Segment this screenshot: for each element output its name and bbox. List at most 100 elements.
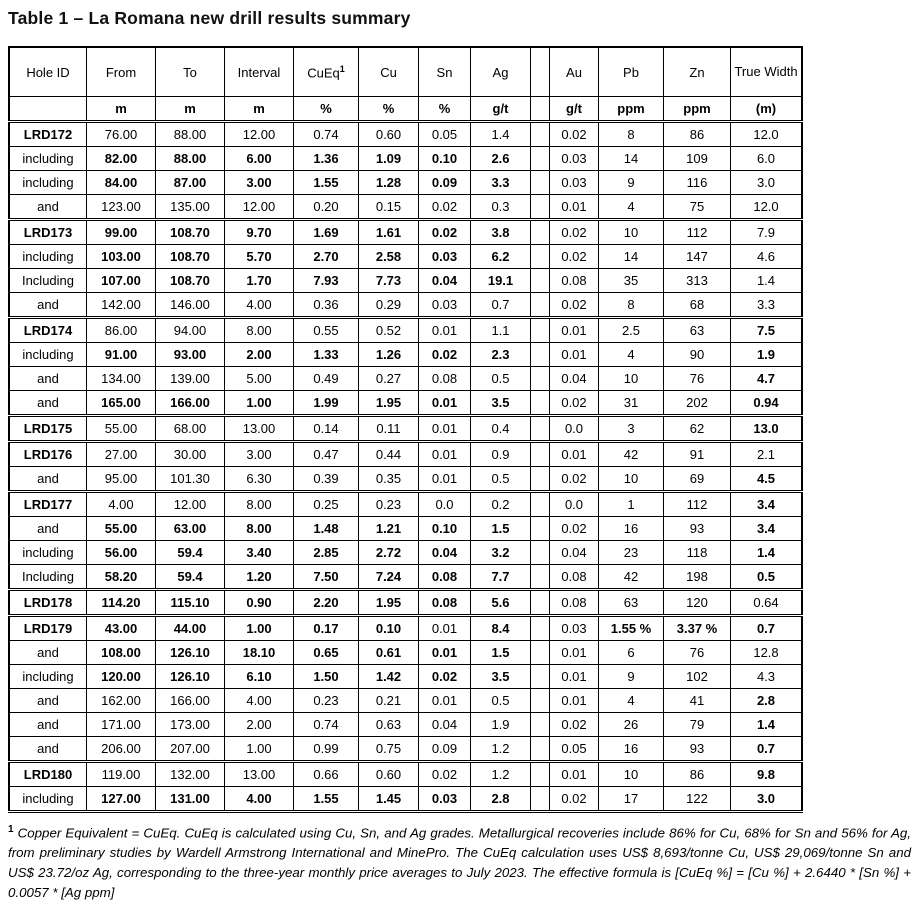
data-cell: 0.09 — [418, 736, 471, 762]
row-label-cell: Including — [8, 564, 87, 590]
row-label-cell: and — [8, 292, 87, 318]
data-cell: 0.9 — [470, 440, 531, 467]
data-cell: 0.27 — [358, 366, 419, 391]
data-cell: 0.02 — [549, 786, 599, 813]
data-cell: 93.00 — [155, 342, 225, 367]
data-cell: 8.00 — [224, 516, 294, 541]
data-cell: 115.10 — [155, 588, 225, 616]
data-cell: 0.03 — [549, 146, 599, 171]
data-cell: 86 — [663, 760, 731, 787]
data-cell: 120.00 — [86, 664, 156, 689]
data-cell: 198 — [663, 564, 731, 590]
data-cell: 0.44 — [358, 440, 419, 467]
footnote: 1 Copper Equivalent = CuEq. CuEq is calc… — [8, 822, 911, 903]
hole-id-cell: LRD180 — [8, 760, 87, 787]
row-label-cell: and — [8, 516, 87, 541]
data-cell: 3 — [598, 414, 664, 442]
gap-cell — [530, 736, 550, 762]
data-cell: 0.02 — [549, 218, 599, 245]
gap-cell — [530, 366, 550, 391]
data-cell: 9.8 — [730, 760, 803, 787]
data-cell: 165.00 — [86, 390, 156, 416]
data-cell: 84.00 — [86, 170, 156, 195]
data-cell: 126.10 — [155, 664, 225, 689]
data-cell: 146.00 — [155, 292, 225, 318]
data-cell: 0.01 — [549, 760, 599, 787]
data-cell: 5.70 — [224, 244, 294, 269]
data-cell: 18.10 — [224, 640, 294, 665]
data-cell: 76 — [663, 366, 731, 391]
gap-cell — [530, 268, 550, 293]
data-cell: 1.95 — [358, 588, 419, 616]
data-cell: 2.85 — [293, 540, 359, 565]
data-cell: 0.03 — [418, 292, 471, 318]
data-cell: 3.00 — [224, 170, 294, 195]
data-cell: 3.4 — [730, 516, 803, 541]
column-header-hole-id: Hole ID — [8, 46, 87, 97]
data-cell: 3.00 — [224, 440, 294, 467]
gap-cell — [530, 712, 550, 737]
data-cell: 10 — [598, 218, 664, 245]
data-cell: 0.0 — [549, 414, 599, 442]
row-label-cell: and — [8, 366, 87, 391]
data-cell: 0.64 — [730, 588, 803, 616]
data-cell: 42 — [598, 564, 664, 590]
data-cell: 59.4 — [155, 564, 225, 590]
data-cell: 127.00 — [86, 786, 156, 813]
row-label-cell: including — [8, 244, 87, 269]
data-cell: 8 — [598, 292, 664, 318]
data-cell: 27.00 — [86, 440, 156, 467]
data-cell: 0.02 — [418, 760, 471, 787]
data-cell: 0.02 — [549, 466, 599, 492]
unit-cell: ppm — [598, 96, 664, 123]
row-label-cell: and — [8, 194, 87, 220]
data-cell: 88.00 — [155, 146, 225, 171]
data-cell: 0.04 — [418, 268, 471, 293]
data-cell: 6.10 — [224, 664, 294, 689]
data-cell: 7.50 — [293, 564, 359, 590]
data-cell: 2.58 — [358, 244, 419, 269]
data-cell: 2.72 — [358, 540, 419, 565]
footnote-superscript: 1 — [8, 824, 14, 835]
column-header-to: To — [155, 46, 225, 97]
gap-cell — [530, 564, 550, 590]
data-cell: 147 — [663, 244, 731, 269]
data-cell: 3.0 — [730, 170, 803, 195]
data-cell: 1.21 — [358, 516, 419, 541]
data-cell: 0.36 — [293, 292, 359, 318]
data-cell: 1.55 — [293, 170, 359, 195]
data-cell: 0.52 — [358, 316, 419, 343]
data-cell: 3.2 — [470, 540, 531, 565]
data-cell: 1.55 % — [598, 614, 664, 641]
data-cell: 0.03 — [418, 244, 471, 269]
data-cell: 3.37 % — [663, 614, 731, 641]
data-cell: 1.4 — [470, 120, 531, 147]
data-cell: 3.40 — [224, 540, 294, 565]
data-cell: 93 — [663, 736, 731, 762]
data-cell: 12.0 — [730, 194, 803, 220]
data-cell: 3.5 — [470, 390, 531, 416]
gap-cell — [530, 588, 550, 616]
data-cell: 23 — [598, 540, 664, 565]
data-cell: 173.00 — [155, 712, 225, 737]
data-cell: 131.00 — [155, 786, 225, 813]
data-cell: 6.2 — [470, 244, 531, 269]
data-cell: 126.10 — [155, 640, 225, 665]
gap-cell — [530, 244, 550, 269]
data-cell: 0.23 — [293, 688, 359, 713]
data-cell: 3.0 — [730, 786, 803, 813]
data-cell: 59.4 — [155, 540, 225, 565]
data-cell: 0.04 — [418, 540, 471, 565]
row-label-cell: including — [8, 540, 87, 565]
data-cell: 0.02 — [549, 292, 599, 318]
data-cell: 76 — [663, 640, 731, 665]
data-cell: 0.90 — [224, 588, 294, 616]
data-cell: 0.01 — [549, 640, 599, 665]
data-cell: 102 — [663, 664, 731, 689]
gap-cell — [530, 218, 550, 245]
data-cell: 86 — [663, 120, 731, 147]
data-cell: 1.20 — [224, 564, 294, 590]
data-cell: 1.99 — [293, 390, 359, 416]
data-cell: 6.30 — [224, 466, 294, 492]
data-cell: 122 — [663, 786, 731, 813]
